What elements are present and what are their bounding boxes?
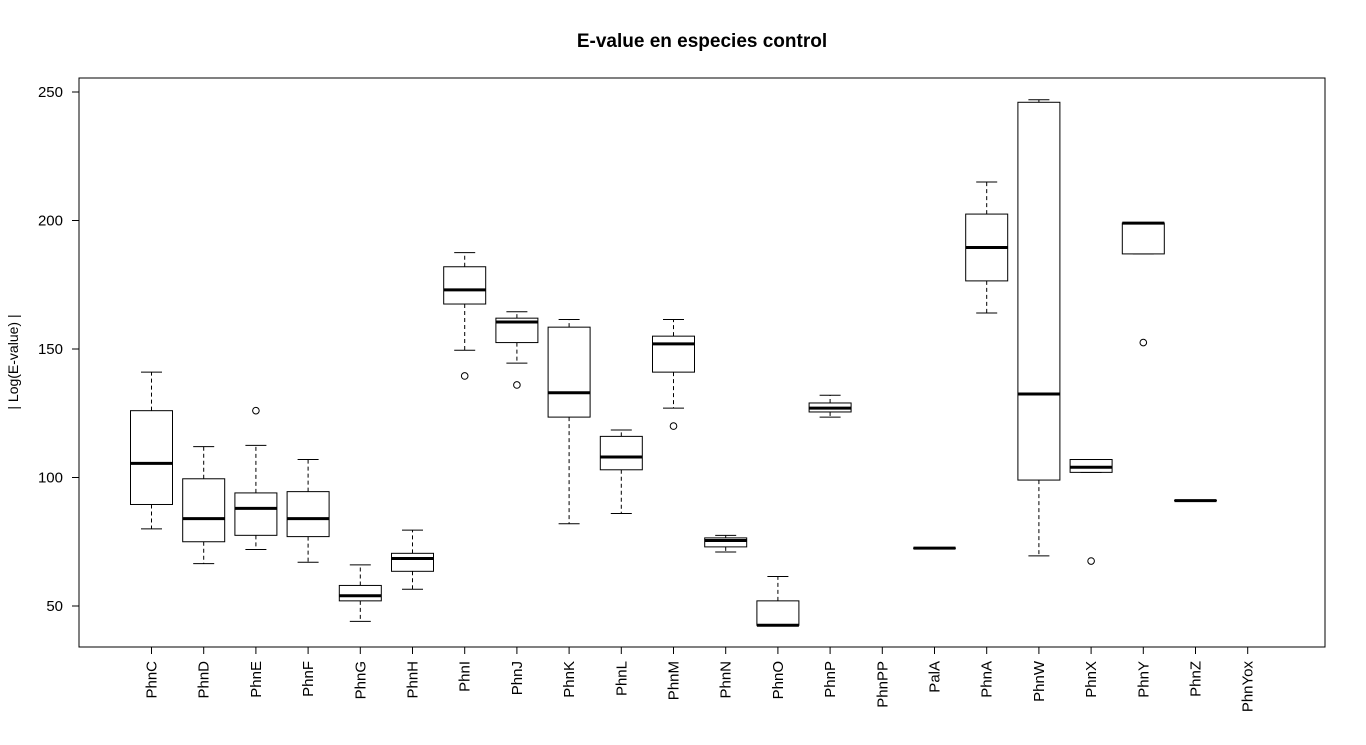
outlier-point [1087, 557, 1095, 565]
y-tick-label: 50 [46, 598, 63, 615]
box-phnw [1017, 99, 1061, 557]
box-phnf [286, 459, 330, 563]
box-phno [756, 575, 800, 627]
iqr-box [1121, 222, 1165, 255]
y-tick-label: 100 [38, 470, 63, 487]
box-phnl [599, 429, 643, 514]
box-phna [965, 181, 1009, 314]
box-phnd [182, 446, 226, 565]
x-tick-label: PhnE [248, 661, 265, 698]
x-tick-label: PhnM [666, 661, 683, 700]
y-axis-label: | Log(E-value) | [5, 314, 21, 409]
box-phnp [808, 394, 852, 418]
x-axis: PhnC PhnD PhnE PhnF PhnG PhnH PhnI PhnJ PhnK PhnL… [144, 646, 1257, 713]
x-tick-label: PhnF [300, 661, 317, 697]
box-phng [338, 564, 382, 622]
x-tick-label: PhnH [405, 661, 422, 699]
x-tick-label: PhnD [196, 661, 213, 699]
x-tick-label: PalA [927, 661, 944, 693]
outlier-point [513, 381, 521, 389]
box-phnc [130, 371, 173, 530]
x-tick-label: PhnJ [509, 661, 526, 695]
y-tick-label: 250 [38, 84, 63, 101]
outlier-point [669, 422, 678, 430]
box-series [130, 99, 1217, 627]
x-tick-label: PhnX [1083, 661, 1100, 698]
chart-title: E-value en especies control [577, 31, 827, 52]
iqr-box [234, 492, 278, 536]
box-phnj [495, 311, 539, 389]
x-tick-label: PhnZ [1188, 661, 1205, 697]
x-tick-label: PhnW [1031, 660, 1048, 702]
iqr-box [443, 266, 487, 305]
box-phny [1121, 221, 1165, 347]
x-tick-label: PhnPP [874, 661, 891, 708]
outlier-point [252, 406, 260, 415]
x-tick-label: PhnY [1135, 661, 1152, 698]
iqr-box [338, 584, 382, 602]
iqr-box [652, 335, 695, 373]
x-tick-label: PhnL [613, 661, 630, 696]
iqr-box [704, 537, 748, 548]
box-phnn [704, 534, 748, 553]
y-tick-label: 150 [38, 341, 63, 358]
box-phnk [547, 318, 591, 525]
x-tick-label: PhnK [561, 661, 578, 698]
box-phne [234, 406, 278, 550]
x-tick-label: PhnI [457, 661, 474, 692]
box-phnx [1069, 459, 1113, 565]
plot-frame [78, 77, 1326, 648]
iqr-box [182, 478, 226, 543]
box-phnm [652, 318, 695, 430]
x-tick-label: PhnC [144, 661, 161, 699]
iqr-box [286, 491, 330, 538]
iqr-box [1017, 101, 1061, 481]
x-tick-label: PhnO [770, 661, 787, 699]
x-tick-label: PhnP [822, 661, 839, 698]
x-tick-label: PhnA [979, 661, 996, 698]
y-axis: 50 100 150 200 250 [38, 84, 80, 615]
iqr-box [599, 435, 643, 471]
iqr-box [756, 600, 800, 626]
iqr-box [130, 410, 173, 505]
x-tick-label: PhnN [718, 661, 735, 699]
box-phni [443, 252, 487, 380]
outlier-point [1139, 338, 1148, 347]
iqr-box [547, 326, 591, 418]
outlier-point [460, 372, 469, 380]
x-tick-label: PhnYox [1240, 661, 1257, 713]
iqr-box [391, 552, 434, 572]
x-tick-label: PhnG [352, 661, 369, 699]
box-phnh [391, 529, 434, 590]
y-tick-label: 200 [38, 213, 63, 230]
